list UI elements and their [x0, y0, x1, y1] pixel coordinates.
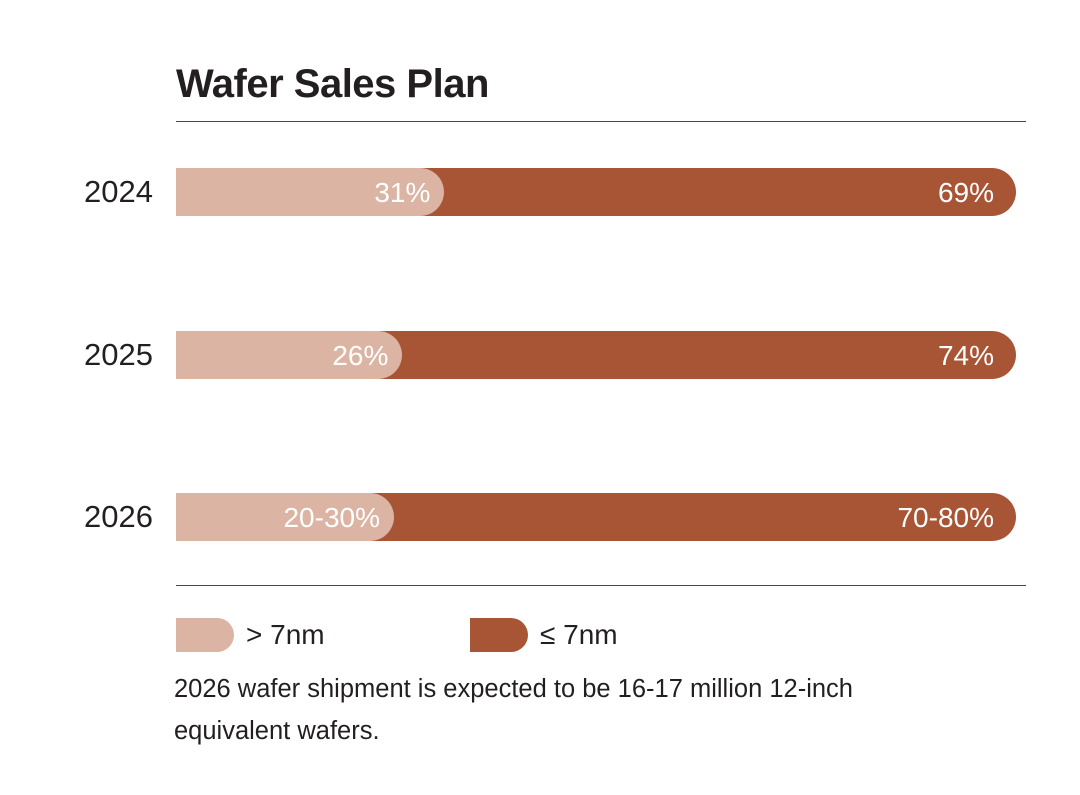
data-label-le7nm-2025: 74% [937, 340, 994, 371]
data-label-gt7nm-2024: 31% [374, 177, 431, 208]
data-label-gt7nm-2025: 26% [332, 340, 389, 371]
legend-swatch-le7nm [470, 618, 528, 652]
category-label-2026: 2026 [84, 499, 153, 534]
data-label-le7nm-2024: 69% [937, 177, 994, 208]
legend-label-le7nm: ≤ 7nm [540, 619, 618, 650]
legend-swatch-gt7nm [176, 618, 234, 652]
bar-segment-gt7nm-2025 [176, 331, 403, 379]
category-label-2024: 2024 [84, 174, 153, 209]
data-label-le7nm-2026: 70-80% [897, 502, 994, 533]
bar-2025: 26% 74% [176, 331, 1016, 379]
bar-segment-gt7nm-2026 [176, 493, 394, 541]
chart-title: Wafer Sales Plan [176, 62, 489, 106]
bar-2026: 20-30% 70-80% [176, 493, 1016, 541]
top-divider [176, 121, 1026, 122]
bar-2024: 31% 69% [176, 168, 1016, 216]
bottom-divider [176, 585, 1026, 586]
footnote: 2026 wafer shipment is expected to be 16… [174, 675, 853, 745]
bar-segment-gt7nm-2024 [176, 168, 445, 216]
category-label-2025: 2025 [84, 337, 153, 372]
legend-label-gt7nm: > 7nm [246, 619, 325, 650]
data-label-gt7nm-2026: 20-30% [283, 502, 380, 533]
